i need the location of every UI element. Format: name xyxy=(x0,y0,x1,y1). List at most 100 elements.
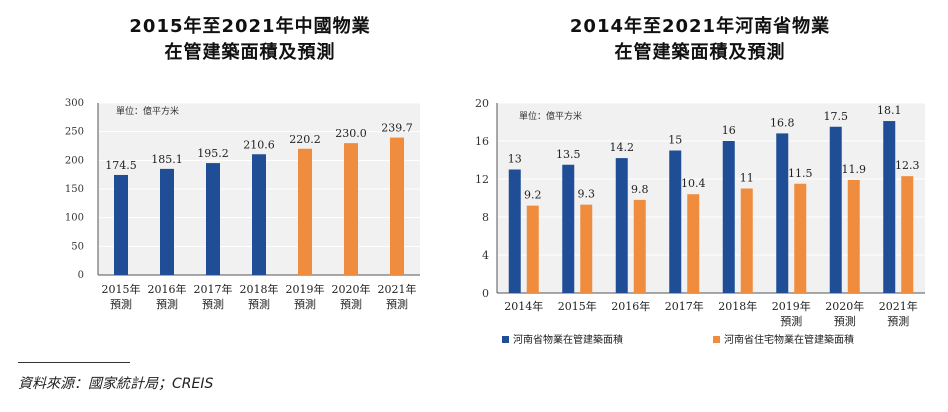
chart1-xtick-label: 2017年 xyxy=(194,282,233,296)
chart2-ytick-label: 12 xyxy=(475,173,489,186)
chart2-bar-series1 xyxy=(615,158,628,293)
chart2-xtick-label: 2015年 xyxy=(558,299,597,313)
chart2-bar-series2 xyxy=(740,188,753,293)
chart1-unit-label: 單位：億平方米 xyxy=(116,105,179,117)
chart1-bar xyxy=(344,143,358,275)
chart1-ytick-label: 0 xyxy=(78,270,84,281)
chart2-bar-series2 xyxy=(687,194,700,293)
chart2-xtick-sublabel: 預測 xyxy=(834,314,856,328)
chart2-bar-series2 xyxy=(794,183,807,293)
chart2-data-label-series1: 16 xyxy=(722,124,736,137)
chart1-xtick-label: 2021年 xyxy=(378,282,417,296)
chart1-title-line1: 2015年至2021年中國物業 xyxy=(129,16,371,37)
chart2-legend-swatch xyxy=(502,336,509,343)
chart1-xtick-sublabel: 預測 xyxy=(294,297,316,311)
chart2-bar-series1 xyxy=(776,133,789,293)
chart1-xtick-sublabel: 預測 xyxy=(202,297,224,311)
chart1-xtick-sublabel: 預測 xyxy=(386,297,408,311)
chart1-bar xyxy=(114,174,128,275)
chart2-xtick-label: 2021年 xyxy=(879,299,918,313)
chart1-xtick-label: 2016年 xyxy=(148,282,187,296)
chart2-data-label-series2: 11.5 xyxy=(788,167,813,180)
chart1-ytick-label: 250 xyxy=(65,127,84,138)
chart1-data-label: 230.0 xyxy=(335,127,367,140)
chart1-bar xyxy=(298,148,312,275)
chart1-xtick-sublabel: 預測 xyxy=(340,297,362,311)
chart2-bar-series2 xyxy=(901,176,914,293)
chart2-ytick-label: 16 xyxy=(475,135,489,148)
chart2-xtick-label: 2014年 xyxy=(504,299,543,313)
chart2-data-label-series2: 9.3 xyxy=(578,188,596,201)
chart1-data-label: 185.1 xyxy=(151,153,183,166)
chart1-data-label: 210.6 xyxy=(243,138,275,151)
chart1-bar xyxy=(160,168,174,275)
chart1-title: 2015年至2021年中國物業 在管建築面積及預測 xyxy=(60,14,440,66)
chart1-bar xyxy=(206,163,220,275)
chart1-title-line2: 在管建築面積及預測 xyxy=(164,42,336,63)
chart2-xtick-label: 2017年 xyxy=(665,299,704,313)
chart2-data-label-series1: 14.2 xyxy=(610,141,635,154)
chart2-bar-series1 xyxy=(722,141,735,293)
chart2-xtick-sublabel: 預測 xyxy=(887,314,909,328)
chart2-legend-label: 河南省住宅物業在管建築面積 xyxy=(724,333,854,346)
chart2-data-label-series2: 9.2 xyxy=(524,189,542,202)
chart2-bar-series2 xyxy=(526,205,539,293)
source-note: 資料來源：國家統計局；CREIS xyxy=(18,376,214,392)
chart2-data-label-series1: 17.5 xyxy=(824,110,849,123)
chart2-xtick-label: 2019年 xyxy=(772,299,811,313)
chart2-data-label-series1: 18.1 xyxy=(877,104,902,117)
chart2-data-label-series2: 11.9 xyxy=(842,163,867,176)
chart2-xtick-label: 2020年 xyxy=(825,299,864,313)
chart1-xtick-sublabel: 預測 xyxy=(156,297,178,311)
chart2-bar-series1 xyxy=(669,150,682,293)
chart2-legend-swatch xyxy=(713,336,720,343)
chart2-unit-label: 單位：億平方米 xyxy=(519,110,582,122)
chart1-xtick-sublabel: 預測 xyxy=(110,297,132,311)
chart2-data-label-series2: 10.4 xyxy=(681,177,706,190)
chart1-data-label: 174.5 xyxy=(105,159,137,172)
chart2-title: 2014年至2021年河南省物業 在管建築面積及預測 xyxy=(500,14,900,66)
chart2-bar-series2 xyxy=(580,204,593,293)
chart1-bar xyxy=(390,137,404,275)
chart1-ytick-label: 50 xyxy=(71,241,84,252)
chart2-bar-series1 xyxy=(562,164,575,293)
source-divider xyxy=(18,362,130,363)
chart2-data-label-series2: 11 xyxy=(740,172,754,185)
chart1-ytick-label: 100 xyxy=(65,213,84,224)
chart1-ytick-label: 200 xyxy=(65,155,84,166)
chart1-xtick-label: 2019年 xyxy=(286,282,325,296)
chart2-title-line2: 在管建築面積及預測 xyxy=(614,42,786,63)
chart2-data-label-series2: 9.8 xyxy=(631,183,649,196)
chart2-data-label-series2: 12.3 xyxy=(895,159,920,172)
chart2-data-label-series1: 16.8 xyxy=(770,116,795,129)
chart2-ytick-label: 8 xyxy=(482,211,489,224)
chart2-bar-series2 xyxy=(633,199,646,293)
chart2-data-label-series1: 13 xyxy=(508,153,522,166)
chart1-plot-area xyxy=(98,103,420,275)
chart2-ytick-label: 4 xyxy=(482,249,489,262)
chart1-bar xyxy=(252,154,266,275)
chart2-xtick-label: 2016年 xyxy=(611,299,650,313)
chart2-bar-series1 xyxy=(829,126,842,293)
chart2-bar-series2 xyxy=(847,179,860,293)
chart1-xtick-sublabel: 預測 xyxy=(248,297,270,311)
chart1-ytick-label: 150 xyxy=(65,184,84,195)
chart1-xtick-label: 2018年 xyxy=(240,282,279,296)
chart2-data-label-series1: 15 xyxy=(668,134,682,147)
chart1-ytick-label: 300 xyxy=(65,98,84,109)
chart2-data-label-series1: 13.5 xyxy=(556,148,581,161)
chart2-bar-series1 xyxy=(508,169,521,293)
chart2-xtick-label: 2018年 xyxy=(718,299,757,313)
chart2-legend-label: 河南省物業在管建築面積 xyxy=(513,333,623,346)
chart2-title-line1: 2014年至2021年河南省物業 xyxy=(569,16,831,37)
chart2-bar-series1 xyxy=(883,121,896,293)
chart1-xtick-label: 2015年 xyxy=(102,282,141,296)
chart1-data-label: 195.2 xyxy=(197,147,229,160)
chart1-data-label: 220.2 xyxy=(289,133,321,146)
chart2-xtick-sublabel: 預測 xyxy=(780,314,802,328)
chart1-data-label: 239.7 xyxy=(381,122,413,135)
chart2-plot-area xyxy=(497,103,925,293)
chart2-ytick-label: 0 xyxy=(482,287,489,300)
chart1-xtick-label: 2020年 xyxy=(332,282,371,296)
chart2-ytick-label: 20 xyxy=(475,97,489,110)
